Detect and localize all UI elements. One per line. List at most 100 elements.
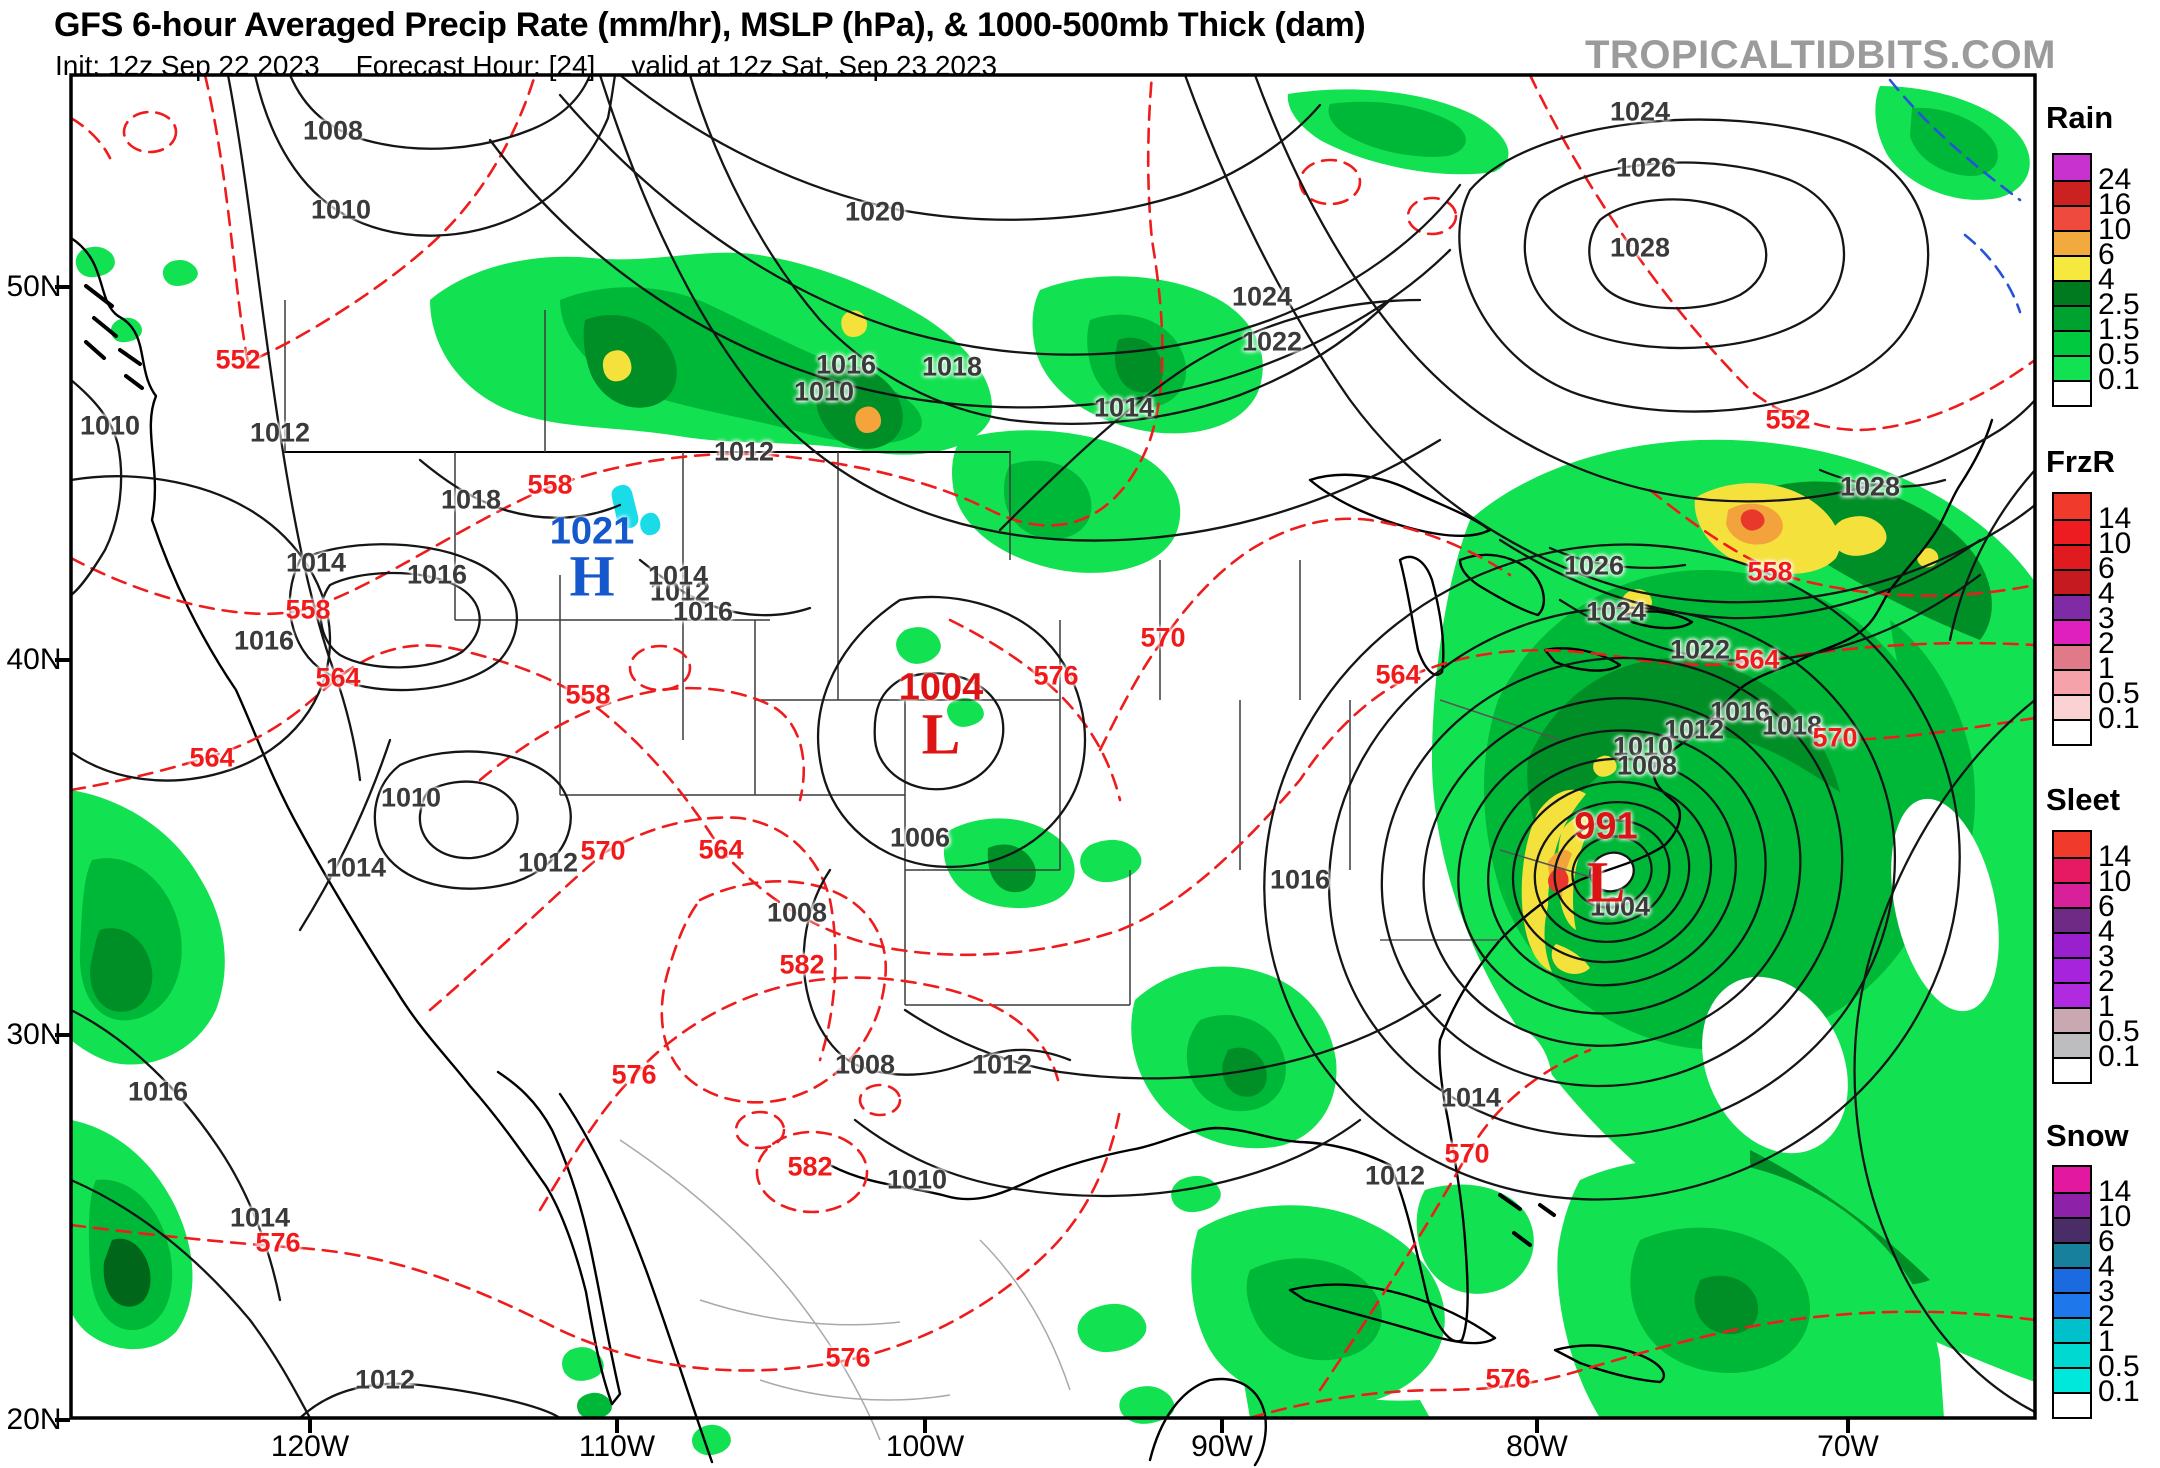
isobar-label: 1018 xyxy=(1761,710,1823,741)
legend-segment xyxy=(2054,1242,2090,1267)
thickness-label: 576 xyxy=(825,1342,871,1373)
isobar-label: 1018 xyxy=(440,484,502,515)
legend-bar-sleet xyxy=(2052,830,2092,1084)
thickness-layer xyxy=(69,73,2037,1420)
legend-segment xyxy=(2054,494,2090,519)
high-center-value: 1021 xyxy=(549,510,635,553)
legend-segment xyxy=(2054,1367,2090,1392)
thickness-label: 558 xyxy=(285,594,331,625)
thickness-label: 552 xyxy=(1765,404,1811,435)
isobar-label: 1010 xyxy=(793,376,855,407)
isobar-label: 1016 xyxy=(672,596,734,627)
legend-value-rain: 0.1 xyxy=(2098,363,2140,396)
thickness-label: 558 xyxy=(565,679,611,710)
isobar-label: 1010 xyxy=(310,194,372,225)
legend-segment xyxy=(2054,1007,2090,1032)
precip-layer xyxy=(71,86,2035,1456)
legend-value-snow: 0.5 xyxy=(2098,1350,2140,1383)
legend-segment xyxy=(2054,857,2090,882)
legend-segment xyxy=(2054,1057,2090,1082)
legend-bar-rain xyxy=(2052,153,2092,407)
legend-segment xyxy=(2054,1192,2090,1217)
legend-value-sleet: 14 xyxy=(2098,840,2132,873)
legend-segment xyxy=(2054,1217,2090,1242)
legend-value-rain: 16 xyxy=(2098,188,2132,221)
thickness-label: 582 xyxy=(787,1151,833,1182)
thickness-label: 558 xyxy=(527,469,573,500)
legend-value-snow: 3 xyxy=(2098,1275,2115,1308)
lon-label: 120W xyxy=(270,1430,350,1463)
lat-tick xyxy=(55,1418,70,1422)
legend-value-frzr: 14 xyxy=(2098,502,2132,535)
isobar-label: 1016 xyxy=(1709,696,1771,727)
thickness-label: 570 xyxy=(1812,722,1858,753)
thickness-label: 576 xyxy=(255,1227,301,1258)
legend-bar-snow xyxy=(2052,1165,2092,1419)
init-valid-line: Init: 12z Sep 22 2023 Forecast Hour: [24]… xyxy=(55,50,1033,82)
lon-tick xyxy=(1846,1418,1850,1433)
lat-label: 30N xyxy=(6,1018,62,1051)
lon-label: 100W xyxy=(885,1430,965,1463)
legend-value-sleet: 3 xyxy=(2098,940,2115,973)
legend-segment xyxy=(2054,230,2090,255)
isobar-label: 1024 xyxy=(1585,596,1647,627)
isobar-label: 1014 xyxy=(1440,1082,1502,1113)
legend-segment xyxy=(2054,957,2090,982)
isobar-label: 1016 xyxy=(127,1076,189,1107)
legend-value-rain: 24 xyxy=(2098,163,2132,196)
isobar-label: 1006 xyxy=(889,822,951,853)
isobar-label: 1024 xyxy=(1231,281,1293,312)
legend-segment xyxy=(2054,255,2090,280)
legend-value-sleet: 0.1 xyxy=(2098,1040,2140,1073)
lon-label: 90W xyxy=(1191,1430,1253,1463)
legend-segment xyxy=(2054,669,2090,694)
legend-value-rain: 4 xyxy=(2098,263,2115,296)
lon-label: 80W xyxy=(1506,1430,1568,1463)
isobar-label: 1004 xyxy=(1589,891,1651,922)
isobar-label: 1012 xyxy=(649,576,711,607)
legend-value-frzr: 6 xyxy=(2098,552,2115,585)
legend-segment xyxy=(2054,644,2090,669)
thickness-label: 564 xyxy=(189,742,235,773)
isobar-label: 1016 xyxy=(406,559,468,590)
legend-value-snow: 6 xyxy=(2098,1225,2115,1258)
isobar-label: 1010 xyxy=(380,782,442,813)
lat-label: 50N xyxy=(6,270,62,303)
isobar-label: 1016 xyxy=(815,349,877,380)
legend-segment xyxy=(2054,832,2090,857)
isobar-label: 1012 xyxy=(713,436,775,467)
isobar-label: 1026 xyxy=(1563,550,1625,581)
isobar-label: 1014 xyxy=(325,852,387,883)
legend-segment xyxy=(2054,519,2090,544)
page-title: GFS 6-hour Averaged Precip Rate (mm/hr),… xyxy=(54,6,1366,44)
valid-time: valid at 12z Sat, Sep 23 2023 xyxy=(631,50,998,81)
low-center-value: 1004 xyxy=(898,666,984,709)
thickness-label: 564 xyxy=(698,834,744,865)
legend-value-sleet: 2 xyxy=(2098,965,2115,998)
watermark: TROPICALTIDBITS.COM xyxy=(1585,33,2056,77)
legend-value-frzr: 0.5 xyxy=(2098,677,2140,710)
isobar-label: 1014 xyxy=(1093,392,1155,423)
isobar-label: 1016 xyxy=(233,625,295,656)
isobar-label: 1022 xyxy=(1241,326,1303,357)
thickness-label: 576 xyxy=(1485,1363,1531,1394)
lon-label: 70W xyxy=(1817,1430,1879,1463)
mexico-borders-layer xyxy=(619,1139,1071,1441)
legend-value-frzr: 4 xyxy=(2098,577,2115,610)
legend-segment xyxy=(2054,205,2090,230)
isobar-label: 1020 xyxy=(844,196,906,227)
lat-tick xyxy=(55,1033,70,1037)
legend-value-snow: 2 xyxy=(2098,1300,2115,1333)
legend-segment xyxy=(2054,619,2090,644)
legend-title-rain: Rain xyxy=(2046,100,2114,135)
legend-value-rain: 10 xyxy=(2098,213,2132,246)
isobar-label: 1008 xyxy=(834,1049,896,1080)
legend-segment xyxy=(2054,1392,2090,1417)
isobar-label: 1014 xyxy=(647,560,709,591)
isobar-label: 1012 xyxy=(1663,714,1725,745)
legend-segment xyxy=(2054,694,2090,719)
isobar-label: 1014 xyxy=(229,1202,291,1233)
thickness-label: 570 xyxy=(580,835,626,866)
legend-segment xyxy=(2054,180,2090,205)
